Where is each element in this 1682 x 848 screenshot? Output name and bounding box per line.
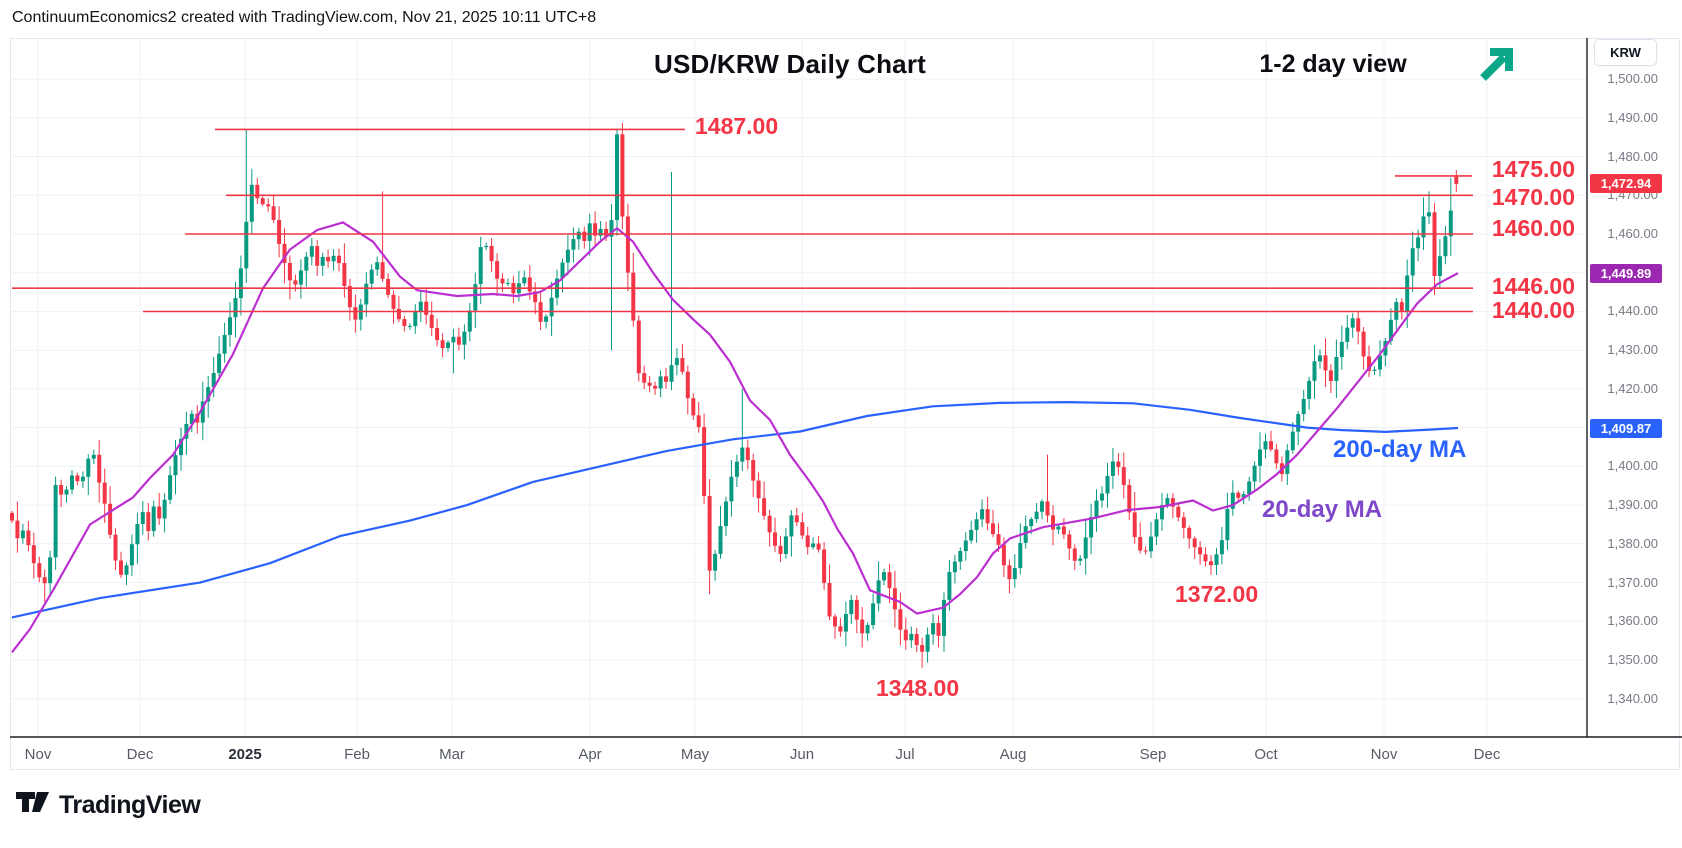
price-tick-label: 1,370.00 — [1607, 574, 1658, 590]
attribution-text: ContinuumEconomics2 created with Trading… — [12, 9, 597, 26]
tradingview-logo: TradingView — [16, 791, 201, 820]
ma200-line — [11, 401, 1459, 619]
view-horizon-note: 1-2 day view — [1259, 50, 1407, 78]
level-label: 1440.00 — [1491, 297, 1575, 323]
price-tick-label: 1,390.00 — [1607, 497, 1658, 513]
time-tick-label: Jul — [895, 746, 915, 763]
price-tick-label: 1,490.00 — [1607, 109, 1658, 125]
price-tick-label: 1,340.00 — [1607, 690, 1658, 706]
time-tick-label: Sep — [1139, 746, 1167, 763]
time-tick-label: Nov — [1370, 746, 1398, 763]
price-tick-label: 1,480.00 — [1607, 148, 1658, 164]
level-label: 1475.00 — [1491, 156, 1575, 182]
price-tick-label: 1,400.00 — [1607, 458, 1658, 474]
price-tick-label: 1,360.00 — [1607, 613, 1658, 629]
time-tick-label: 2025 — [228, 746, 262, 763]
price-tick-label: 1,460.00 — [1607, 226, 1658, 241]
price-tick-label: 1,350.00 — [1607, 652, 1658, 668]
time-tick-label: Feb — [344, 746, 370, 763]
time-tick-label: Dec — [1473, 746, 1501, 763]
price-tick-label: 1,380.00 — [1607, 535, 1658, 551]
chart-frame — [10, 38, 1680, 770]
time-tick-label: Aug — [999, 746, 1027, 763]
level-label: 1487.00 — [695, 113, 779, 139]
time-tick-label: Nov — [24, 746, 52, 763]
time-tick-label: May — [680, 746, 710, 763]
time-tick-label: Mar — [439, 746, 465, 763]
price-tick-label: 1,440.00 — [1607, 303, 1658, 319]
time-tick-label: Apr — [578, 746, 602, 763]
tradingview-logo-icon — [16, 791, 49, 812]
time-tick-label: Oct — [1254, 746, 1278, 763]
time-tick-label: Dec — [126, 746, 154, 763]
ma20-label: 20-day MA — [1262, 496, 1383, 523]
up-right-arrow-icon — [1480, 48, 1513, 81]
ma200-label: 200-day MA — [1333, 436, 1467, 463]
level-label: 1460.00 — [1491, 215, 1575, 241]
level-label: 1372.00 — [1175, 581, 1259, 607]
ma20-line — [11, 221, 1459, 653]
price-badge: 1,449.89 — [1590, 263, 1662, 283]
time-tick-label: Jun — [789, 746, 815, 763]
price-badge: 1,472.94 — [1590, 174, 1662, 194]
tradingview-logo-text: TradingView — [59, 791, 201, 819]
currency-button[interactable]: KRW — [1594, 39, 1657, 66]
level-label: 1348.00 — [876, 675, 960, 701]
level-label: 1470.00 — [1491, 184, 1575, 210]
candlestick-chart[interactable] — [10, 38, 1682, 738]
price-tick-label: 1,430.00 — [1607, 342, 1658, 358]
page-title: USD/KRW Daily Chart — [653, 49, 927, 79]
level-label: 1446.00 — [1491, 273, 1575, 299]
price-badge: 1,409.87 — [1590, 418, 1662, 438]
price-tick-label: 1,420.00 — [1607, 380, 1658, 396]
price-tick-label: 1,500.00 — [1607, 71, 1658, 87]
